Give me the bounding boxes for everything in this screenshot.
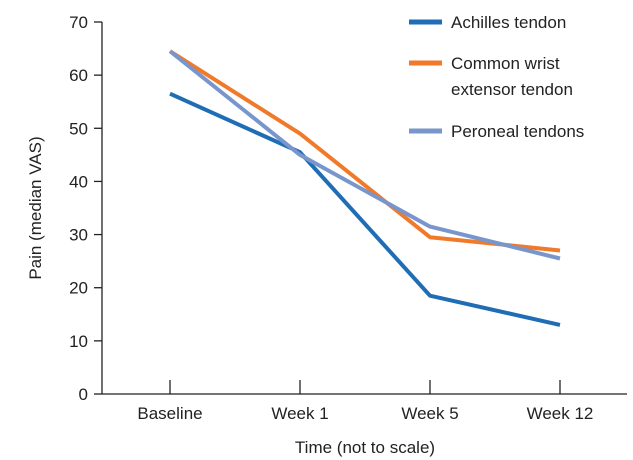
y-tick-label: 20	[69, 279, 88, 298]
x-tick-label: Week 12	[527, 404, 594, 423]
series-line-2	[168, 49, 561, 261]
y-tick-label: 40	[69, 172, 88, 191]
legend-item: Peroneal tendons	[409, 122, 584, 141]
x-axis-ticks: Baseline Week 1 Week 5 Week 12	[137, 380, 593, 423]
legend-item: Achilles tendon	[409, 13, 566, 32]
legend-item: Common wrist extensor tendon	[409, 54, 573, 99]
x-axis-title: Time (not to scale)	[295, 438, 435, 457]
y-axis-ticks: 0 10 20 30 40 50 60 70	[69, 13, 102, 404]
y-axis-title: Pain (median VAS)	[26, 136, 45, 279]
x-tick-label: Week 5	[401, 404, 458, 423]
legend-label: Common wrist	[451, 54, 560, 73]
series-line-0	[169, 91, 561, 327]
x-tick-label: Week 1	[271, 404, 328, 423]
chart-axes	[101, 22, 627, 395]
y-tick-label: 30	[69, 226, 88, 245]
y-tick-label: 60	[69, 66, 88, 85]
legend-label: Achilles tendon	[451, 13, 566, 32]
legend-label: Peroneal tendons	[451, 122, 584, 141]
y-tick-label: 0	[79, 385, 88, 404]
y-tick-label: 70	[69, 13, 88, 32]
y-tick-label: 10	[69, 332, 88, 351]
legend: Achilles tendon Common wrist extensor tend…	[409, 13, 584, 141]
series-lines	[168, 49, 561, 327]
legend-label: extensor tendon	[451, 80, 573, 99]
x-tick-label: Baseline	[137, 404, 202, 423]
y-tick-label: 50	[69, 119, 88, 138]
